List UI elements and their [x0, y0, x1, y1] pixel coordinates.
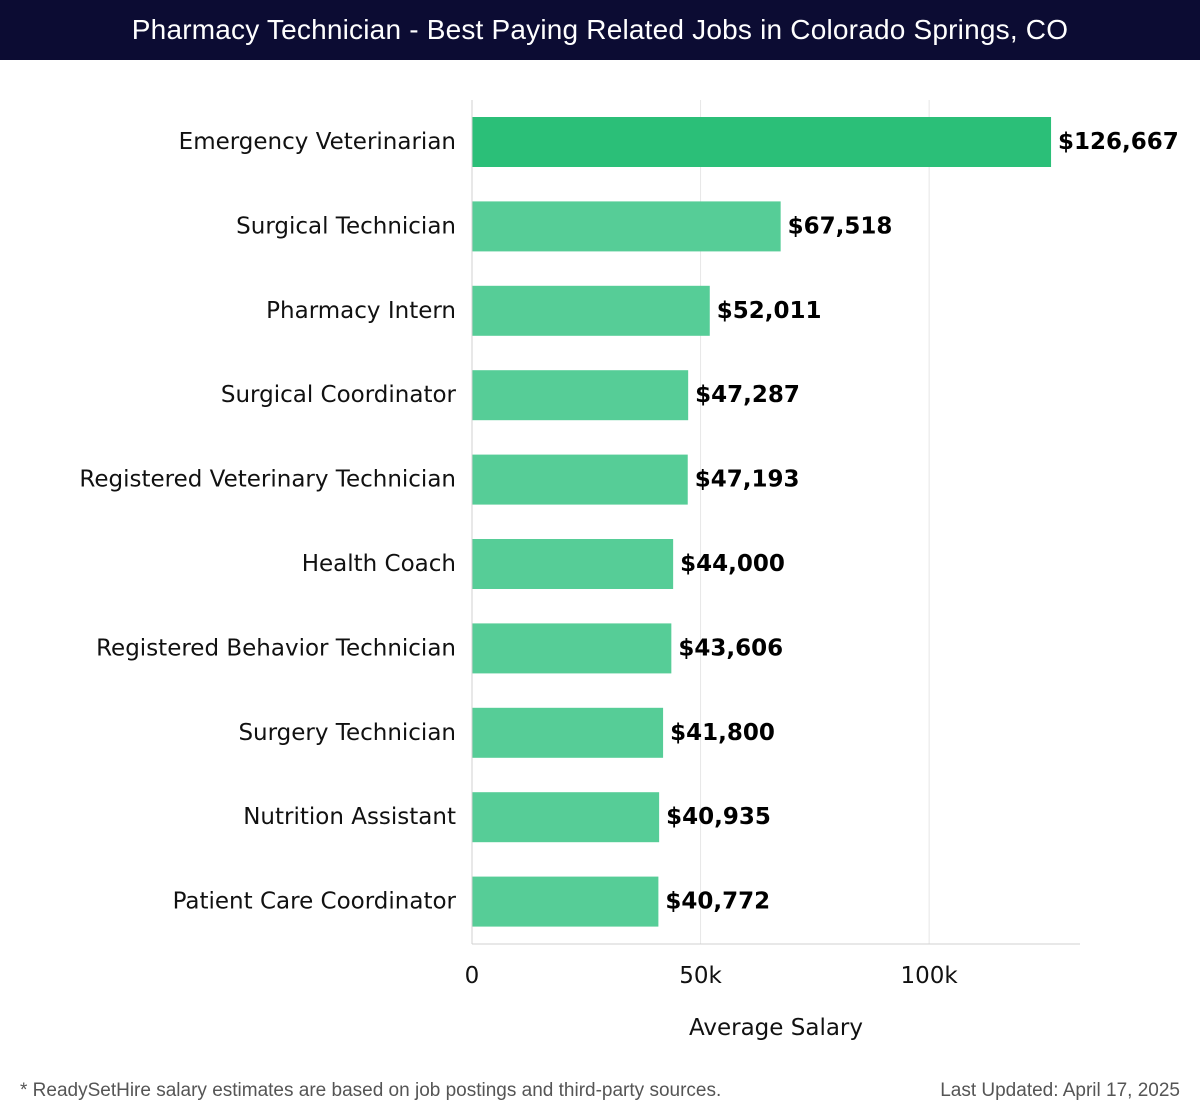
bar-6: [472, 539, 674, 589]
category-label-3: Pharmacy Intern: [266, 298, 456, 324]
x-tick-label-0: 0: [465, 963, 480, 989]
bar-1: [472, 117, 1052, 167]
bar-4: [472, 370, 689, 421]
bar-chart: Emergency Veterinarian $126,667 Surgical T…: [79, 100, 1179, 1041]
bar-2: [472, 201, 781, 252]
category-label-10: Patient Care Coordinator: [173, 889, 457, 915]
bar-3: [472, 285, 710, 336]
bar-5: [472, 454, 688, 505]
value-label-9: $40,935: [666, 804, 771, 830]
x-tick-label-1: 50k: [679, 963, 722, 989]
category-label-6: Health Coach: [302, 551, 456, 577]
value-label-4: $47,287: [695, 382, 800, 408]
value-label-7: $43,606: [678, 635, 783, 661]
bar-9: [472, 792, 660, 843]
x-axis-title: Average Salary: [689, 1015, 863, 1041]
category-label-9: Nutrition Assistant: [243, 804, 456, 830]
value-label-3: $52,011: [717, 298, 822, 324]
category-label-7: Registered Behavior Technician: [96, 635, 456, 661]
category-label-2: Surgical Technician: [236, 213, 456, 239]
category-label-5: Registered Veterinary Technician: [79, 467, 456, 493]
category-label-4: Surgical Coordinator: [221, 382, 457, 408]
chart-title: Pharmacy Technician - Best Paying Relate…: [0, 0, 1200, 60]
bar-7: [472, 623, 672, 674]
value-label-8: $41,800: [670, 720, 775, 746]
bar-10: [472, 876, 659, 927]
last-updated: Last Updated: April 17, 2025: [940, 1080, 1180, 1101]
value-label-10: $40,772: [665, 889, 770, 915]
footer-note: * ReadySetHire salary estimates are base…: [20, 1080, 722, 1101]
category-label-8: Surgery Technician: [238, 720, 456, 746]
value-label-2: $67,518: [788, 213, 893, 239]
value-label-5: $47,193: [695, 467, 800, 493]
category-label-1: Emergency Veterinarian: [179, 129, 456, 155]
bar-8: [472, 707, 664, 758]
x-tick-label-2: 100k: [901, 963, 959, 989]
value-label-6: $44,000: [680, 551, 785, 577]
value-label-1: $126,667: [1058, 129, 1179, 155]
